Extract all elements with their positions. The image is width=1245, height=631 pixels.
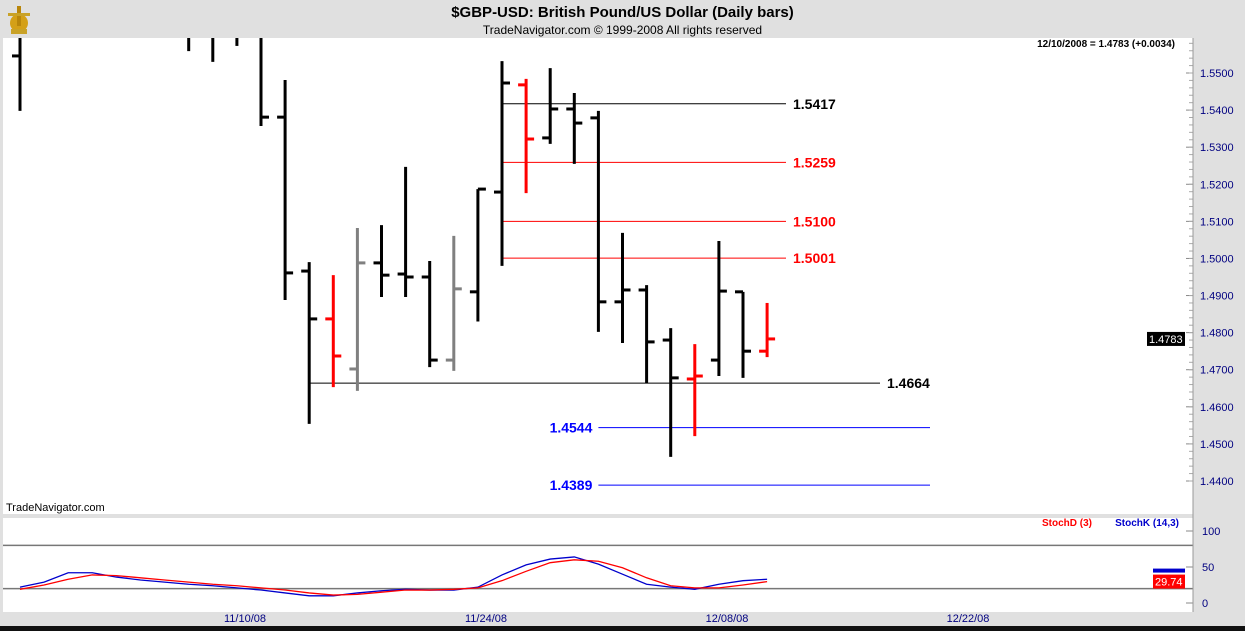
- x-tick-label: 12/22/08: [947, 613, 990, 625]
- ohlc-bar: [397, 166, 414, 298]
- y-tick-label: 1.4900: [1200, 291, 1234, 303]
- ohlc-bar: [349, 228, 366, 391]
- watermark-text: TradeNavigator.com: [6, 502, 105, 514]
- y-tick-label: 1.5500: [1200, 68, 1234, 80]
- y-tick-label: 1.4800: [1200, 328, 1234, 340]
- ohlc-bar: [325, 275, 342, 388]
- x-tick-label: 12/08/08: [706, 613, 749, 625]
- level-label: 1.5259: [793, 154, 836, 170]
- ohlc-bar: [421, 261, 438, 368]
- ohlc-bar: [494, 61, 510, 266]
- y-tick-label: 1.4400: [1200, 476, 1234, 488]
- stoch-y-tick-label: 0: [1202, 598, 1208, 610]
- level-label: 1.5417: [793, 96, 836, 112]
- stoch-k-marker: [1153, 568, 1185, 573]
- ohlc-bar: [277, 80, 294, 300]
- ohlc-bar: [735, 290, 751, 378]
- ohlc-bar: [373, 225, 390, 298]
- ohlc-bar: [566, 93, 583, 164]
- x-tick-label: 11/10/08: [224, 613, 266, 625]
- stoch-legend-item: StochK (14,3): [1115, 518, 1179, 529]
- x-tick-label: 11/24/08: [465, 613, 507, 625]
- stoch-value-label: 29.74: [1155, 577, 1183, 589]
- current-price-box: [1147, 331, 1185, 346]
- chart-title: $GBP-USD: British Pound/US Dollar (Daily…: [451, 4, 794, 21]
- ohlc-bar: [542, 68, 559, 144]
- stoch-legend-item: StochD (3): [1042, 518, 1092, 529]
- ohlc-bar: [614, 232, 631, 344]
- level-label: 1.4389: [550, 477, 593, 493]
- y-tick-label: 1.5100: [1200, 216, 1234, 228]
- y-tick-label: 1.4500: [1200, 439, 1234, 451]
- level-label: 1.4664: [887, 375, 930, 391]
- stoch-value-box: [1153, 574, 1185, 589]
- bottom-border: [0, 626, 1245, 631]
- y-tick-label: 1.5400: [1200, 105, 1234, 117]
- last-quote: 12/10/2008 = 1.4783 (+0.0034): [1037, 39, 1175, 50]
- ohlc-bar: [590, 110, 607, 332]
- level-label: 1.4544: [550, 420, 593, 436]
- y-tick-label: 1.5300: [1200, 142, 1234, 154]
- y-tick-label: 1.5000: [1200, 253, 1234, 265]
- ohlc-bar: [638, 285, 655, 384]
- ohlc-bar: [686, 344, 703, 437]
- stoch-plot-area: [3, 518, 1193, 612]
- ohlc-bar: [445, 235, 462, 371]
- ohlc-bar: [518, 78, 535, 194]
- y-tick-label: 1.4700: [1200, 365, 1234, 377]
- ohlc-bar: [469, 187, 486, 322]
- ohlc-bar: [662, 328, 679, 457]
- level-label: 1.5100: [793, 213, 836, 229]
- ohlc-bar: [759, 302, 776, 358]
- stoch-line-k: [19, 556, 768, 597]
- stoch-line-d: [19, 559, 768, 596]
- trade-navigator-logo-icon: [8, 6, 30, 34]
- y-tick-label: 1.5200: [1200, 179, 1234, 191]
- current-price-label: 1.4783: [1149, 334, 1183, 346]
- stoch-y-tick-label: 100: [1202, 526, 1220, 538]
- ohlc-bar: [259, 38, 269, 127]
- y-tick-label: 1.4600: [1200, 402, 1234, 414]
- chart-subtitle: TradeNavigator.com © 1999-2008 All right…: [482, 23, 763, 37]
- ohlc-bar: [301, 262, 318, 424]
- level-label: 1.5001: [793, 250, 836, 266]
- ohlc-bar: [12, 38, 22, 111]
- ohlc-bar: [710, 241, 727, 377]
- stoch-y-tick-label: 50: [1202, 562, 1214, 574]
